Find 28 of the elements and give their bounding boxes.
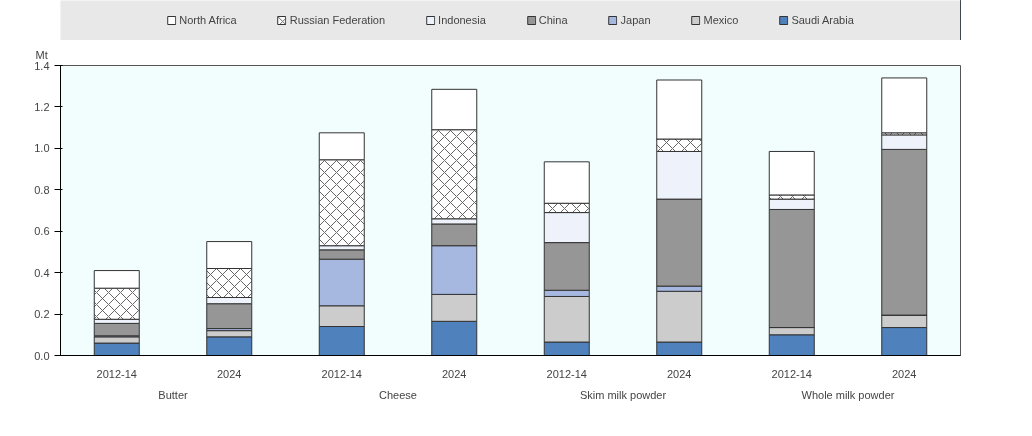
y-tick-label: 0.6 bbox=[34, 225, 50, 238]
text: Butter bbox=[158, 388, 189, 401]
x-tick-label: 2024 bbox=[442, 367, 467, 380]
y-tick-label: 1.2 bbox=[34, 100, 50, 113]
text: Whole milk powder bbox=[801, 388, 895, 401]
y-tick-label: 0.2 bbox=[34, 308, 50, 321]
y-tick-label: 0.4 bbox=[34, 266, 50, 279]
x-tick-label: 2024 bbox=[217, 367, 242, 380]
legend-label: Japan bbox=[620, 14, 651, 26]
text: Skim milk powder bbox=[579, 388, 667, 401]
x-tick-label: 2024 bbox=[667, 367, 692, 380]
legend-label: Indonesia bbox=[438, 14, 486, 26]
legend-label: China bbox=[538, 14, 568, 26]
y-tick-label: 0.8 bbox=[34, 183, 50, 196]
x-tick-label: 2012-14 bbox=[546, 367, 587, 380]
text: Cheese bbox=[379, 388, 417, 401]
legend-label: Russian Federation bbox=[289, 14, 386, 26]
y-axis-title: Mt bbox=[35, 48, 48, 61]
y-tick-label: 0.0 bbox=[34, 349, 50, 362]
x-tick-label: 2024 bbox=[892, 367, 917, 380]
y-tick-label: 1.0 bbox=[34, 142, 50, 155]
y-tick-label: 1.4 bbox=[34, 59, 50, 72]
x-tick-label: 2012-14 bbox=[96, 367, 137, 380]
x-tick-label: 2012-14 bbox=[321, 367, 362, 380]
legend-label: Saudi Arabia bbox=[791, 14, 854, 26]
x-tick-label: 2012-14 bbox=[771, 367, 812, 380]
legend-label: North Africa bbox=[179, 14, 237, 26]
legend-label: Mexico bbox=[703, 14, 739, 26]
